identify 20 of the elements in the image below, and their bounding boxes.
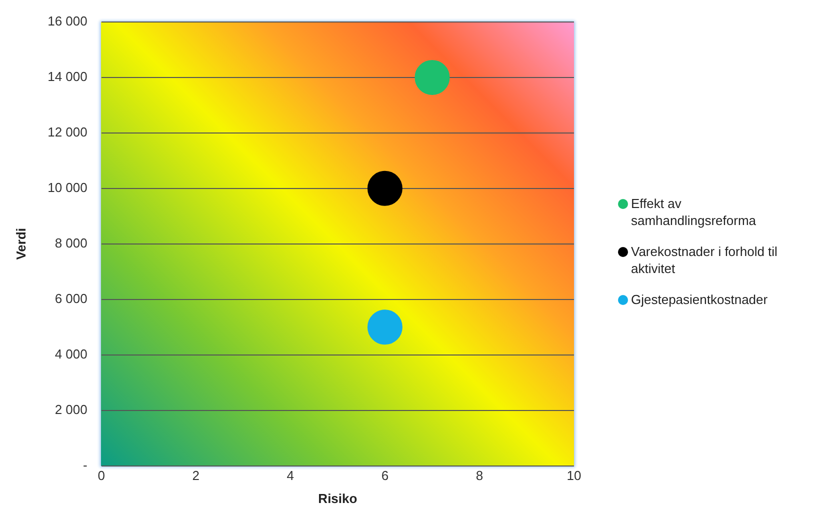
y-axis-title: Verdi [13, 228, 28, 260]
legend-label: Varekostnader i forhold til aktivitet [631, 243, 778, 277]
x-tick-label: 10 [566, 468, 582, 484]
y-tick-label: 16 000 [48, 14, 88, 29]
x-axis-title: Risiko [318, 490, 358, 506]
y-tick-label: 4 000 [54, 346, 88, 362]
legend-label: Effekt av samhandlingsreforma [631, 195, 758, 229]
x-tick-label: 8 [476, 468, 484, 484]
x-tick-label: 6 [381, 468, 389, 484]
y-tick-label: 12 000 [48, 124, 88, 140]
x-tick-label: 4 [286, 468, 294, 484]
legend-label: Gjestepasientkostnader [631, 291, 768, 308]
y-tick-label: - [83, 457, 88, 472]
y-tick-label: 8 000 [54, 235, 88, 250]
y-tick-label: 2 000 [54, 402, 88, 417]
y-tick-label: 10 000 [48, 180, 88, 196]
y-tick-label: 6 000 [54, 290, 88, 306]
x-tick-label: 2 [192, 468, 200, 484]
x-tick-label: 0 [98, 468, 105, 484]
y-tick-label: 14 000 [48, 69, 88, 84]
